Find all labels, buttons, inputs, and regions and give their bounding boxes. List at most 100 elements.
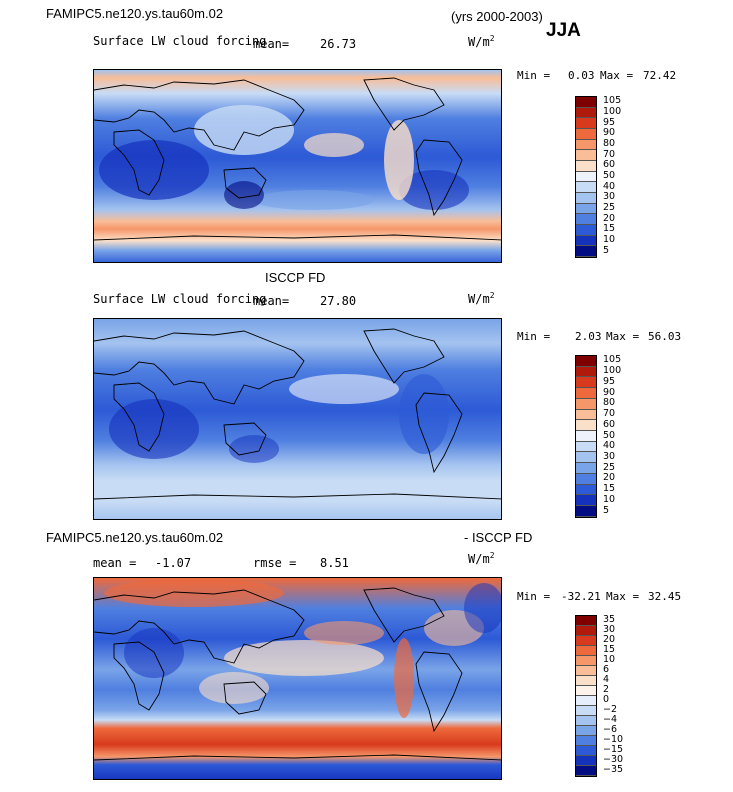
colorbar-tick-label: 0 <box>603 694 610 705</box>
colorbar-tick-label: 100 <box>603 106 622 117</box>
colorbar-tick-label: −6 <box>603 724 618 735</box>
colorbar-swatch <box>576 377 596 389</box>
panel3-map <box>93 577 502 780</box>
panel1-mean-value: 26.73 <box>320 37 357 51</box>
colorbar-swatch <box>576 398 596 410</box>
season-label: JJA <box>546 20 581 41</box>
colorbar-tick-label: 35 <box>603 614 616 625</box>
colorbar-tick-label: −2 <box>603 704 618 715</box>
colorbar-swatch <box>576 97 596 108</box>
colorbar-tick-label: −30 <box>603 754 624 765</box>
panel1-units: W/m2 <box>468 34 495 49</box>
colorbar-swatch <box>576 626 596 636</box>
colorbar-swatch <box>576 356 596 367</box>
colorbar-swatch <box>576 118 596 129</box>
panel2-variable: Surface LW cloud forcing <box>93 292 267 306</box>
colorbar-tick-label: 10 <box>603 234 616 245</box>
colorbar-tick-label: 15 <box>603 483 616 495</box>
colorbar-tick-label: 25 <box>603 461 616 473</box>
colorbar-tick-label: 50 <box>603 429 616 441</box>
colorbar-swatch <box>576 235 596 247</box>
colorbar-tick-label: −10 <box>603 734 624 745</box>
colorbar-tick-label: 95 <box>603 116 616 128</box>
colorbar-tick-label: 30 <box>603 191 616 203</box>
panel3-mean-label: mean = <box>93 556 137 570</box>
colorbar-tick-label: 105 <box>603 95 622 107</box>
colorbar-swatch <box>576 716 596 726</box>
panel2-mean-label: mean= <box>253 294 290 308</box>
colorbar-swatch <box>576 463 596 474</box>
colorbar-tick-label: 5 <box>603 504 610 516</box>
years-label: (yrs 2000-2003) <box>451 9 543 24</box>
panel1-map <box>93 69 502 263</box>
panel3-mean-value: -1.07 <box>155 556 192 570</box>
colorbar-swatch <box>576 192 596 204</box>
colorbar-tick-label: 2 <box>603 684 610 695</box>
colorbar-swatch <box>576 182 596 193</box>
panel2-colorbar <box>575 355 597 518</box>
colorbar-tick-label: 40 <box>603 440 616 452</box>
panel2-units: W/m2 <box>468 291 495 306</box>
colorbar-tick-label: 70 <box>603 148 616 160</box>
colorbar-swatch <box>576 224 596 236</box>
colorbar-swatch <box>576 420 596 432</box>
panel1-max-label: Max = <box>600 69 634 82</box>
colorbar-swatch <box>576 656 596 666</box>
panel3-map-field <box>94 578 501 779</box>
colorbar-swatch <box>576 666 596 676</box>
colorbar-tick-label: 25 <box>603 202 616 213</box>
colorbar-swatch <box>576 409 596 421</box>
colorbar-swatch <box>576 150 596 161</box>
colorbar-tick-label: 40 <box>603 180 616 192</box>
colorbar-tick-label: 6 <box>603 664 610 675</box>
colorbar-tick-label: 50 <box>603 170 616 181</box>
colorbar-tick-label: 80 <box>603 138 616 149</box>
colorbar-tick-label: 20 <box>603 634 616 645</box>
panel3-min-label: Min = <box>517 590 551 603</box>
panel3-min-value: -32.21 <box>561 590 601 603</box>
colorbar-swatch <box>576 139 596 151</box>
panel3-units: W/m2 <box>468 551 495 566</box>
colorbar-tick-label: 10 <box>603 493 616 505</box>
colorbar-swatch <box>576 473 596 485</box>
panel1-map-field <box>94 70 501 262</box>
panel3-title-right: - ISCCP FD <box>464 530 533 545</box>
colorbar-tick-label: 105 <box>603 354 622 366</box>
panel3-rmse-label: rmse = <box>253 556 297 570</box>
colorbar-tick-label: 60 <box>603 159 616 171</box>
panel2-min-label: Min = <box>517 330 551 343</box>
colorbar-tick-label: −15 <box>603 744 624 755</box>
panel2-map-field <box>94 319 501 519</box>
colorbar-swatch <box>576 756 596 766</box>
panel1-max-value: 72.42 <box>643 69 677 82</box>
colorbar-swatch <box>576 686 596 696</box>
colorbar-swatch <box>576 696 596 706</box>
colorbar-swatch <box>576 128 596 140</box>
colorbar-tick-label: 10 <box>603 654 616 665</box>
colorbar-swatch <box>576 746 596 756</box>
colorbar-tick-label: 70 <box>603 408 616 420</box>
panel2-max-value: 56.03 <box>648 330 682 343</box>
colorbar-swatch <box>576 107 596 119</box>
panel3-colorbar <box>575 615 597 777</box>
panel2-map <box>93 318 502 520</box>
panel3-title-left: FAMIPC5.ne120.ys.tau60m.02 <box>46 530 224 545</box>
panel2-min-value: 2.03 <box>575 330 602 343</box>
panel2-title: ISCCP FD <box>265 270 326 285</box>
colorbar-swatch <box>576 646 596 656</box>
colorbar-swatch <box>576 736 596 746</box>
colorbar-tick-label: 95 <box>603 375 616 387</box>
colorbar-swatch <box>576 506 596 517</box>
colorbar-tick-label: 20 <box>603 472 616 484</box>
colorbar-swatch <box>576 616 596 626</box>
panel3-max-label: Max = <box>606 590 640 603</box>
panel1-variable: Surface LW cloud forcing <box>93 34 267 48</box>
colorbar-swatch <box>576 676 596 686</box>
colorbar-swatch <box>576 441 596 453</box>
colorbar-tick-label: 30 <box>603 450 616 462</box>
colorbar-swatch <box>576 431 596 442</box>
colorbar-swatch <box>576 726 596 736</box>
colorbar-tick-label: 100 <box>603 365 622 377</box>
colorbar-tick-label: 90 <box>603 386 616 398</box>
panel3-rmse-value: 8.51 <box>320 556 349 570</box>
